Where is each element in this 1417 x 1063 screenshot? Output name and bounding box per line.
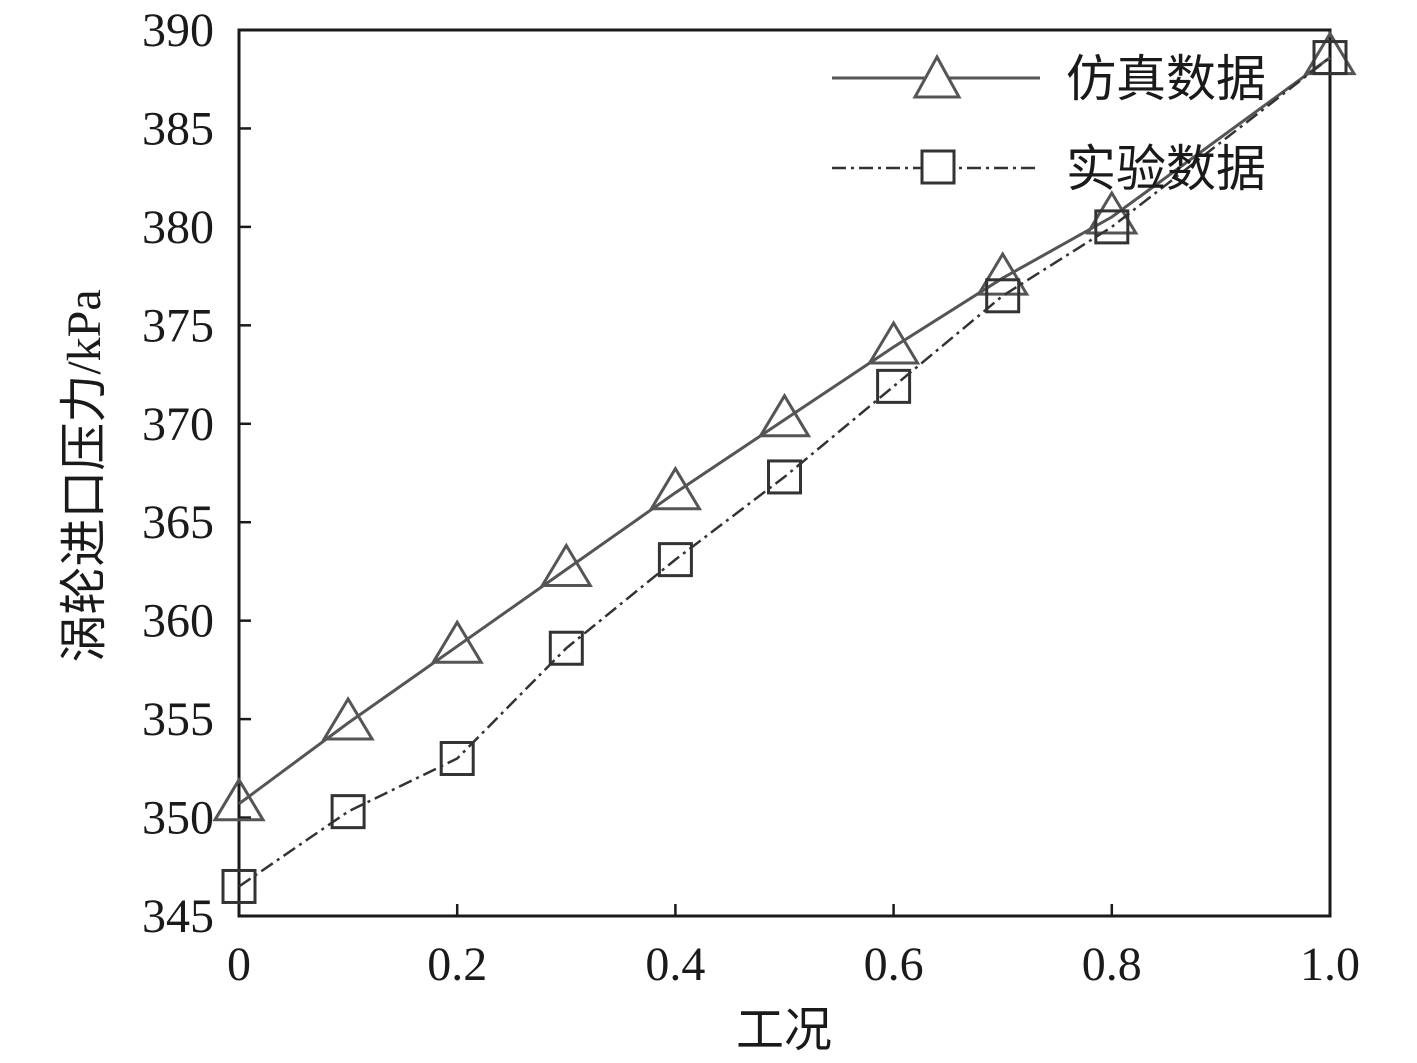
triangle-marker	[539, 542, 593, 587]
x-tick-label: 1.0	[1300, 938, 1360, 991]
square-marker	[876, 368, 912, 404]
square-marker	[221, 868, 257, 904]
square-marker	[985, 278, 1021, 314]
triangle-marker	[757, 392, 812, 438]
legend: 仿真数据 实验数据	[832, 51, 1266, 197]
x-axis-title: 工况	[736, 1004, 832, 1057]
y-tick-label: 350	[142, 792, 214, 845]
y-axis: 345 350 355 360 365 370 375 380 385 390	[142, 4, 251, 943]
x-tick-label: 0.8	[1082, 938, 1142, 991]
series-layer	[212, 30, 1357, 904]
y-tick-label: 365	[142, 496, 214, 549]
triangle-marker	[430, 619, 484, 664]
y-tick-label: 360	[142, 595, 214, 648]
y-tick-label: 345	[142, 890, 214, 943]
square-marker	[1312, 40, 1348, 76]
triangle-marker	[866, 320, 921, 365]
plot-frame	[237, 28, 1332, 918]
square-marker	[657, 542, 693, 578]
square-marker	[330, 794, 366, 830]
x-tick-label: 0.4	[645, 938, 705, 991]
legend-label-sim: 仿真数据	[1066, 51, 1266, 107]
x-tick-label: 0.6	[864, 938, 924, 991]
legend-triangle-marker	[912, 53, 962, 99]
triangle-marker	[648, 465, 703, 511]
x-axis: 0 0.2 0.4 0.6 0.8 1.0	[227, 904, 1360, 991]
series-line-1	[238, 56, 1331, 806]
square-marker	[439, 740, 475, 776]
y-tick-label: 390	[142, 4, 214, 57]
square-marker	[767, 459, 802, 495]
square-marker	[548, 630, 584, 666]
series-line-2	[238, 56, 1331, 888]
y-axis-title: 涡轮进口压力/kPa	[58, 289, 111, 662]
triangle-marker	[321, 696, 375, 741]
y-tick-label: 385	[142, 102, 214, 155]
legend-square-marker	[920, 149, 956, 185]
triangle-marker	[1085, 190, 1139, 235]
square-marker	[1094, 209, 1130, 245]
x-tick-label: 0.2	[427, 938, 487, 991]
triangle-marker	[212, 776, 266, 822]
y-tick-label: 380	[142, 201, 214, 254]
legend-label-exp: 实验数据	[1066, 141, 1266, 197]
triangle-marker	[976, 251, 1030, 296]
y-tick-label: 370	[142, 398, 214, 451]
y-tick-label: 355	[142, 693, 214, 746]
y-tick-label: 375	[142, 299, 214, 352]
x-tick-label: 0	[227, 938, 251, 991]
